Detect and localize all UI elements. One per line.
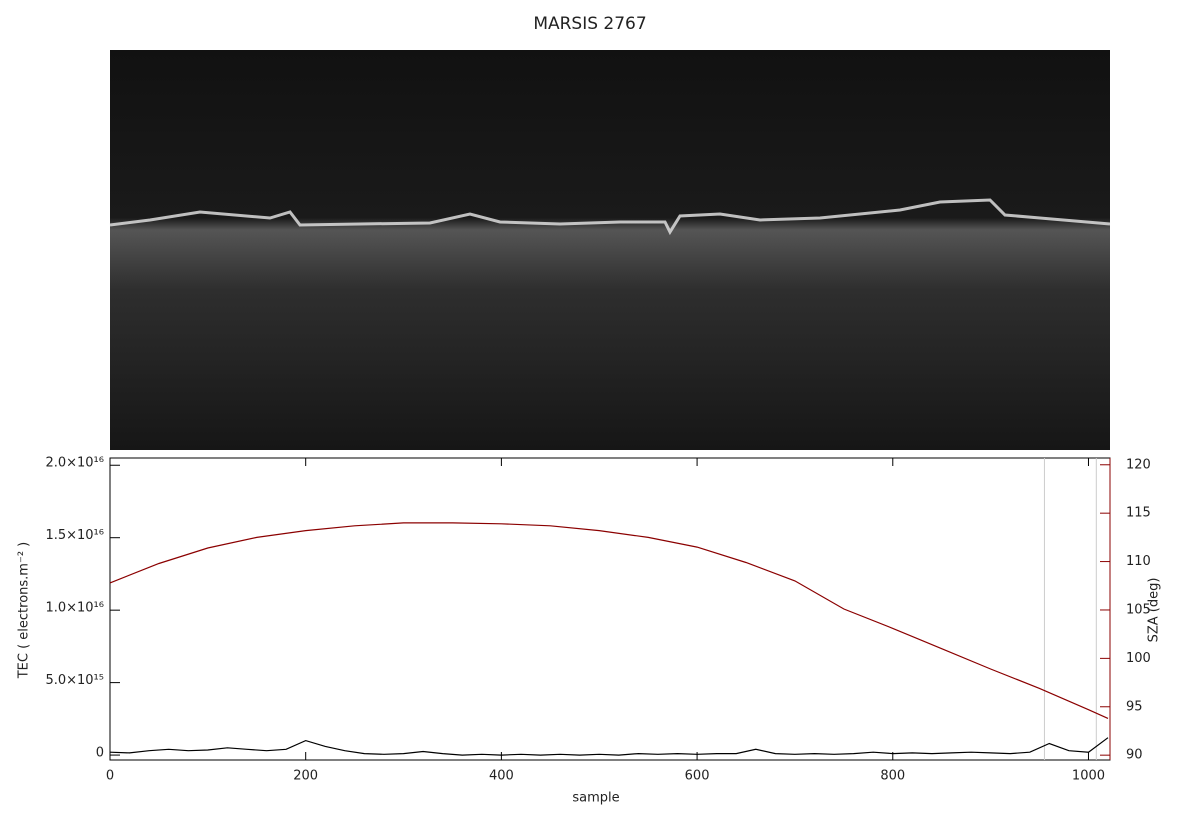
y2-tick-label: 110 <box>1126 554 1151 569</box>
series-line <box>109 737 1109 756</box>
y2-tick-label: 105 <box>1126 602 1151 617</box>
y2-axis-label: SZA (deg) <box>1147 578 1162 643</box>
x-tick-label: 1000 <box>1072 769 1105 784</box>
y-tick-label: 1.5×10¹⁶ <box>45 528 104 543</box>
radargram <box>109 50 1111 450</box>
x-tick-label: 600 <box>685 769 710 784</box>
surface-echo <box>109 198 1111 236</box>
y2-tick-label: 90 <box>1126 748 1143 763</box>
x-tick-label: 0 <box>106 769 114 784</box>
y2-tick-label: 120 <box>1126 457 1151 472</box>
y-tick-label: 2.0×10¹⁶ <box>45 456 104 471</box>
x-tick-label: 800 <box>880 769 905 784</box>
y-tick-label: 5.0×10¹⁵ <box>45 673 104 688</box>
y2-tick-label: 100 <box>1126 651 1151 666</box>
y-tick-label: 0 <box>96 746 104 761</box>
x-axis-label: sample <box>572 791 619 806</box>
y-tick-label: 1.0×10¹⁶ <box>45 601 104 616</box>
plot <box>109 457 1111 761</box>
x-tick-label: 400 <box>489 769 514 784</box>
y2-tick-label: 115 <box>1126 506 1151 521</box>
radargram-image <box>110 50 1110 450</box>
chart-title: MARSIS 2767 <box>533 14 646 34</box>
x-tick-label: 200 <box>293 769 318 784</box>
y-axis-label: TEC ( electrons.m⁻² ) <box>17 542 32 680</box>
series-line <box>109 522 1109 719</box>
y2-tick-label: 95 <box>1126 699 1143 714</box>
plot-frame <box>109 457 1111 761</box>
